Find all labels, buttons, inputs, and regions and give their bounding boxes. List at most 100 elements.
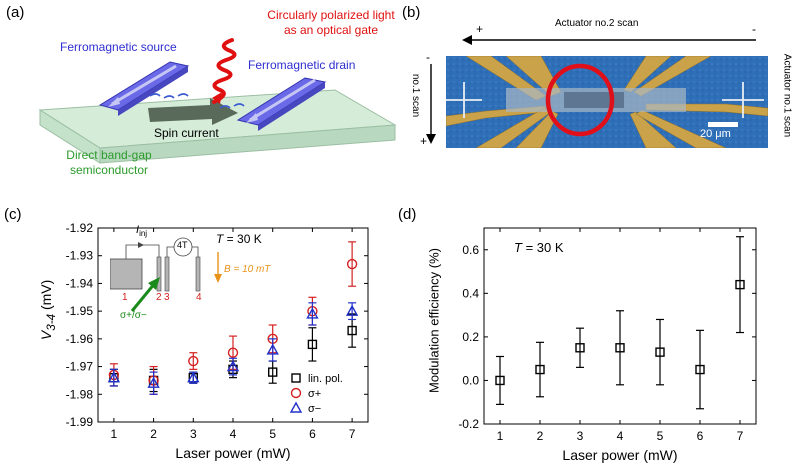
drain-magnetization-arrow [249, 78, 316, 122]
semiconductor-label: Direct band-gap semiconductor [24, 148, 194, 178]
y-tick-label: -1.99 [66, 415, 94, 429]
series-2 [107, 302, 359, 395]
x-tick-label: 3 [190, 427, 197, 441]
inset-injection-current: Iinj [136, 224, 147, 238]
legend-label: σ− [308, 403, 321, 415]
inset-contact-3: 3 [164, 292, 170, 303]
chart-c-field: B = 10 mT [224, 264, 270, 275]
device-schematic [38, 38, 397, 164]
chart-c-ylabel: V3-4 (mV) [38, 260, 58, 360]
y-tick-label: -1.93 [66, 249, 94, 263]
light-gate-label: Circularly polarized light as an optical… [226, 8, 436, 38]
actuator-2-minus: - [752, 22, 756, 36]
data-point [535, 364, 545, 375]
semiconductor-label-line2: semiconductor [69, 163, 149, 177]
x-tick-label: 5 [657, 429, 664, 443]
data-point [346, 258, 358, 270]
source-magnetization-arrow [111, 64, 177, 106]
legend-marker [290, 387, 302, 399]
chart-c-field-b: B [224, 264, 231, 275]
x-tick-label: 5 [269, 427, 276, 441]
y-tick-label: 0.0 [462, 373, 479, 387]
data-point [347, 325, 357, 336]
inset-injection-sub: inj [139, 229, 148, 239]
y-tick-label: -1.97 [66, 360, 94, 374]
series-0 [495, 236, 745, 410]
inset-injection-i: I [136, 224, 140, 236]
chart-c-ylabel-sub: 3-4 [44, 313, 58, 331]
x-tick-label: 6 [697, 429, 704, 443]
data-point [147, 376, 160, 388]
voltmeter-4t-icon [173, 237, 193, 257]
panel-a-label: (a) [6, 4, 25, 21]
no1-scan-label: no.1 scan [410, 73, 422, 118]
data-point [187, 371, 200, 383]
data-point [107, 371, 121, 383]
x-tick-label: 7 [737, 429, 744, 443]
legend-marker [291, 373, 301, 383]
scale-bar [708, 122, 738, 127]
chart-d: 1 2 3 4 5 6 7 0.6 0.4 0.2 0.0 -0.2 Laser power (mW) [458, 227, 757, 463]
legend: lin. pol. σ+ σ− [289, 373, 343, 415]
data-point [227, 347, 239, 358]
y-tick-label: -1.96 [66, 332, 94, 346]
contact-schematic-inset [110, 237, 201, 312]
data-point [495, 375, 505, 386]
inset-4t-label: 4T [177, 240, 188, 250]
y-tick-label: 0.2 [462, 330, 479, 344]
y-tick-label: -1.95 [66, 304, 94, 318]
data-point [575, 343, 585, 353]
legend-label: σ+ [308, 388, 321, 400]
data-point [655, 347, 665, 357]
inset-contact-4: 4 [196, 292, 202, 303]
data-point [695, 364, 705, 375]
spin-arrows-icon [149, 93, 245, 109]
sigma-illumination-arrow [130, 282, 157, 312]
chart-c-ylabel-v: V [38, 330, 55, 341]
semiconductor-label-line1: Direct band-gap [66, 148, 152, 162]
data-point [188, 355, 199, 367]
actuator-2-arrow [462, 35, 756, 45]
data-point [735, 279, 745, 290]
actuator-1-label: Actuator no.1 scan [781, 53, 793, 138]
x-tick-label: 3 [577, 429, 584, 443]
y-tick-label: -0.2 [458, 417, 479, 431]
x-tick-label: 1 [111, 427, 118, 441]
actuator-1-arrow [426, 64, 436, 144]
x-tick-label: 4 [617, 429, 624, 443]
data-point [226, 360, 240, 372]
inset-contact-1: 1 [122, 292, 128, 303]
inset-contact-2: 2 [156, 292, 162, 303]
x-tick-label: 2 [537, 429, 544, 443]
x-tick-label: 2 [150, 427, 157, 441]
chart-c-temperature: T = 30 K [216, 232, 262, 246]
chart-d-temperature-value: = 30 K [521, 240, 564, 255]
chart-d-temperature: T = 30 K [514, 240, 564, 255]
data-point [266, 343, 279, 355]
actuator-2-label: Actuator no.2 scan [555, 18, 639, 29]
chart-d-ylabel: Modulation efficiency (%) [426, 248, 442, 393]
chart-c-temperature-t: T [216, 232, 224, 246]
chart-c-temperature-value: = 30 K [223, 232, 262, 246]
x-tick-label: 1 [497, 429, 504, 443]
x-tick-label: 7 [349, 427, 356, 441]
source-label: Ferromagnetic source [60, 40, 177, 54]
light-gate-label-line1: Circularly polarized light [267, 8, 395, 22]
field-arrow-icon [214, 252, 222, 283]
chart-c-ylabel-unit: (mV) [38, 279, 55, 314]
legend-marker [289, 401, 303, 413]
region-of-interest-ring [545, 63, 615, 137]
y-tick-label: -1.92 [66, 221, 94, 235]
y-tick-label: 0.6 [462, 243, 479, 257]
actuator-2-plus: + [476, 22, 484, 36]
chart-c: 1 2 3 4 5 6 7-1.92-1.93-1.94-1.95-1.96-1.97-1.… [66, 221, 369, 461]
inset-sigma-label: σ+/σ− [120, 310, 147, 321]
data-point [615, 343, 625, 353]
legend-label: lin. pol. [308, 373, 343, 385]
panel-c-label: (c) [4, 206, 22, 223]
data-point [268, 367, 278, 377]
scalebar-label: 20 μm [700, 128, 731, 140]
y-tick-label: 0.4 [462, 286, 479, 300]
micrograph [446, 56, 768, 148]
spin-current-arrow [148, 98, 238, 125]
